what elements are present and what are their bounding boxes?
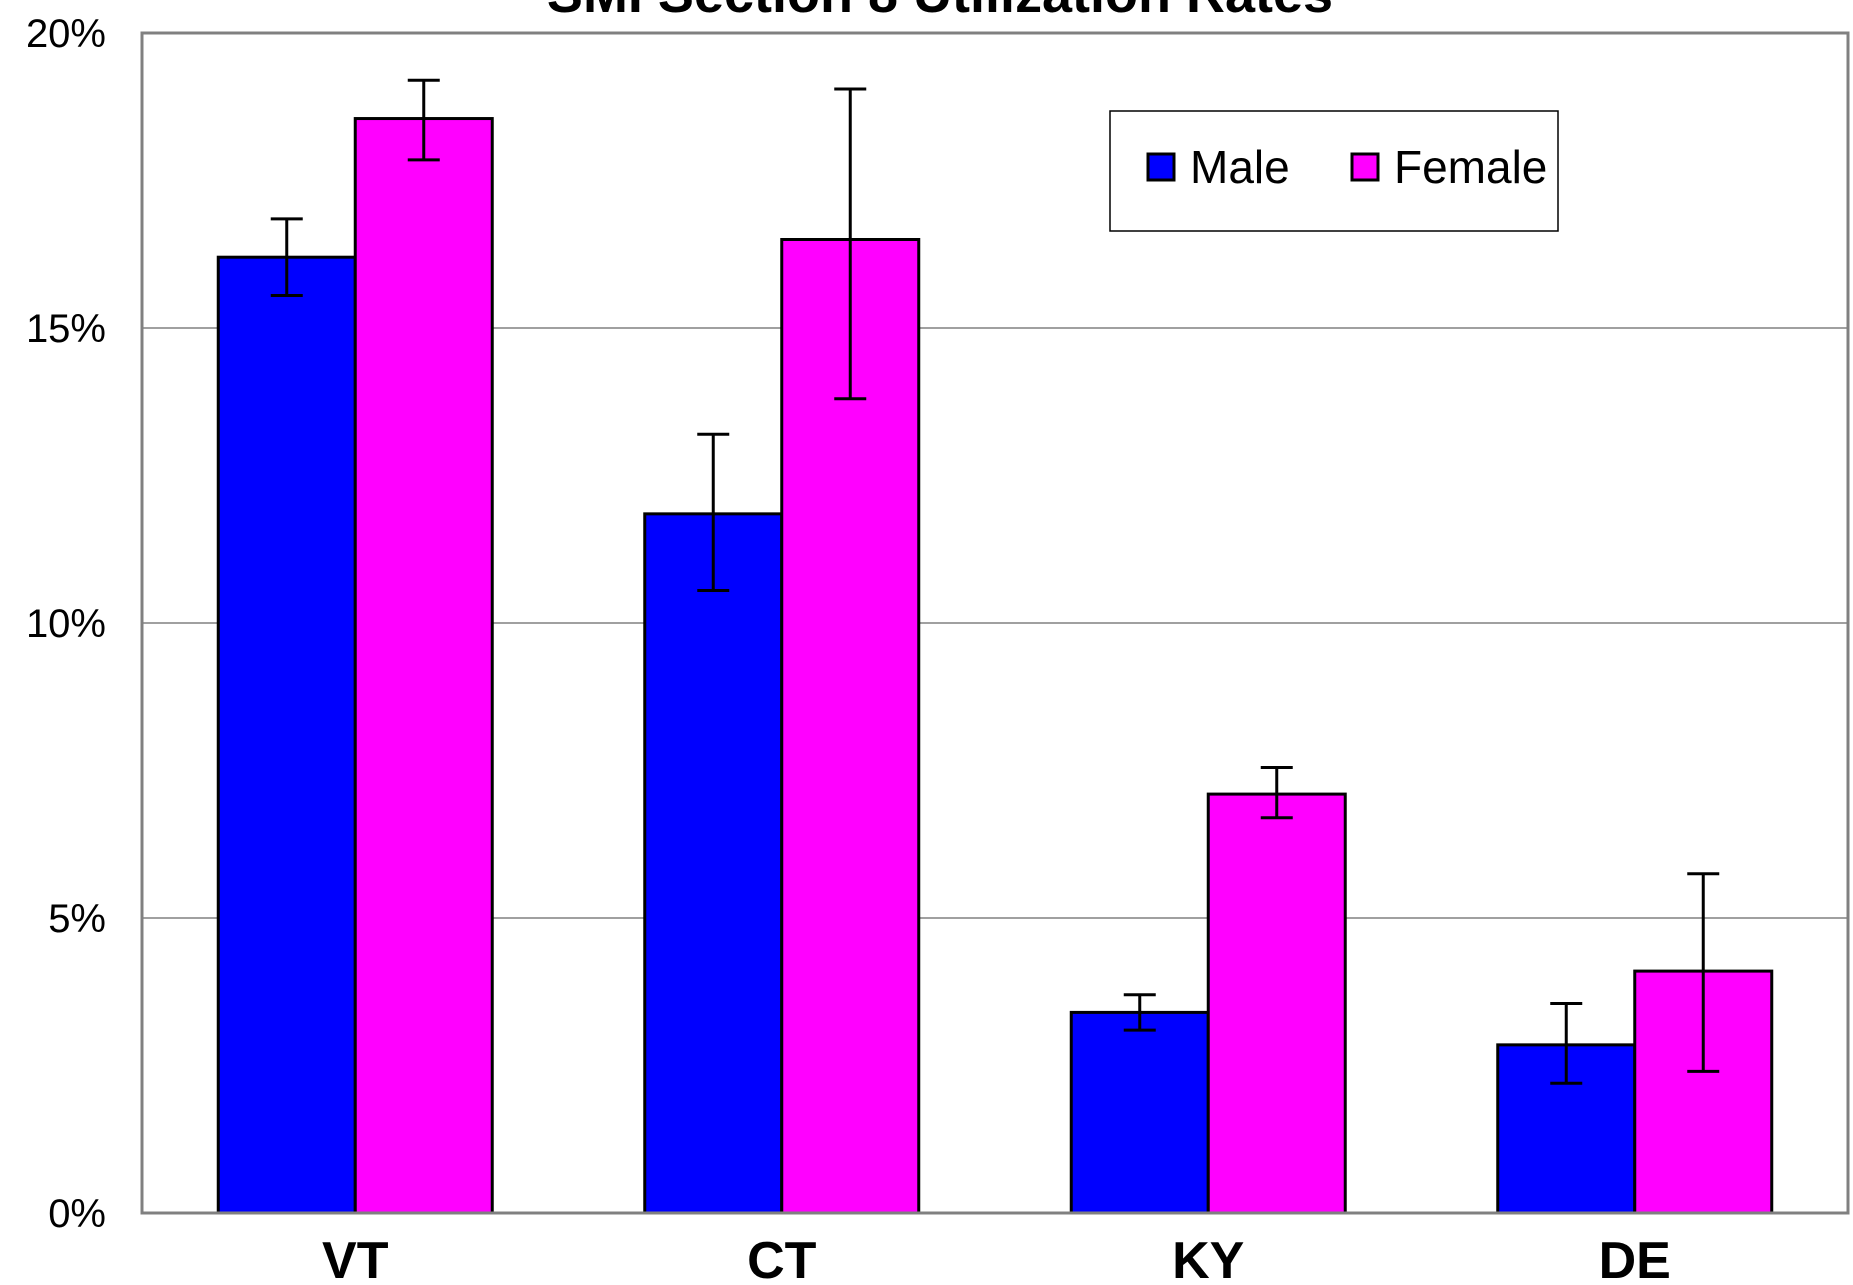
legend-label-male: Male	[1190, 141, 1290, 193]
x-category-label: CT	[747, 1232, 817, 1285]
x-category-label: VT	[322, 1232, 389, 1285]
legend-swatch-female	[1350, 152, 1380, 182]
plot-frame	[140, 31, 1850, 1215]
legend-label-female: Female	[1394, 141, 1547, 193]
x-category-label: DE	[1599, 1232, 1671, 1285]
y-tick-label: 0%	[48, 1192, 106, 1236]
bar-male-vt	[216, 255, 357, 1215]
bar-male-ct	[643, 512, 784, 1215]
bars	[216, 117, 1774, 1215]
bar-female-ky	[1206, 792, 1347, 1215]
error-bars	[270, 78, 1720, 1085]
legend: Male Female	[1109, 110, 1559, 232]
legend-box	[1109, 110, 1559, 232]
y-tick-label: 20%	[26, 12, 106, 56]
bar-male-ky	[1069, 1010, 1210, 1215]
y-axis-ticks: 0% 5% 10% 15% 20%	[26, 12, 106, 1236]
legend-swatch-male	[1146, 152, 1176, 182]
y-tick-label: 5%	[48, 897, 106, 941]
x-category-label: KY	[1172, 1232, 1244, 1285]
chart-title: SMI Section 8 Utilization Rates	[547, 0, 1333, 24]
bar-female-vt	[353, 117, 494, 1215]
y-tick-label: 15%	[26, 307, 106, 351]
x-axis-labels: VT CT KY DE	[322, 1232, 1671, 1285]
y-tick-label: 10%	[26, 602, 106, 646]
bar-female-ct	[780, 238, 921, 1215]
